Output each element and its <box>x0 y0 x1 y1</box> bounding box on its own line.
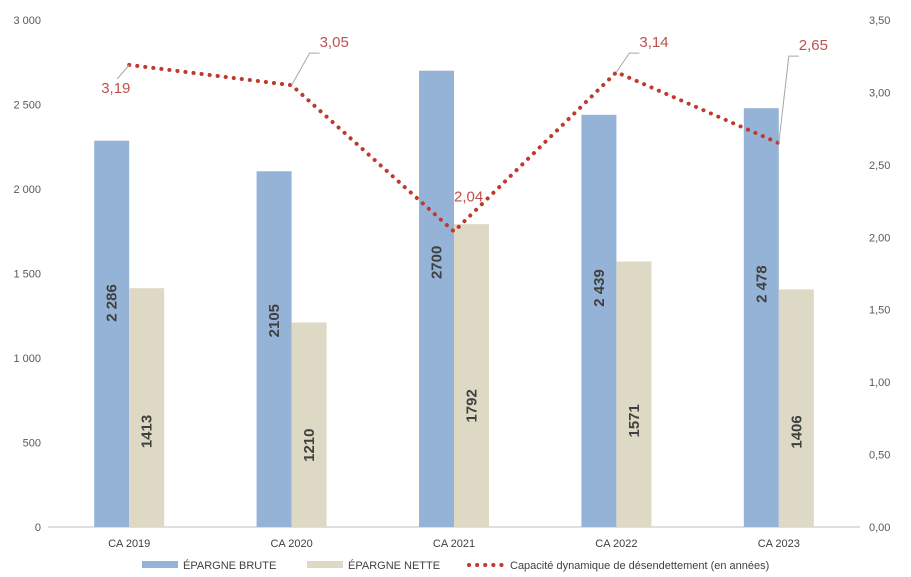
legend-swatch-epargne-brute <box>142 561 178 568</box>
y-left-tick-label: 3 000 <box>13 15 41 27</box>
y-left-tick-label: 1 500 <box>13 269 41 281</box>
bar-value-label: 2700 <box>429 246 446 279</box>
line-value-label: 2,65 <box>799 37 828 54</box>
bar-epargne-brute <box>94 140 130 527</box>
bar-epargne-brute <box>256 171 292 527</box>
line-series <box>127 62 781 235</box>
x-tick-label: CA 2022 <box>595 538 637 550</box>
bars <box>94 70 814 528</box>
x-tick-label: CA 2020 <box>270 538 312 550</box>
y-left-tick-label: 2 500 <box>13 100 41 112</box>
bar-value-label: 2 286 <box>104 284 121 322</box>
leader-line <box>778 55 799 144</box>
leader-line <box>615 52 640 73</box>
data-labels: 2 286 1413 2105 1210 2700 1792 2 439 1571 2 478 1… <box>101 34 828 462</box>
y-right-tick-label: 3,00 <box>869 87 890 99</box>
legend-swatch-epargne-nette <box>307 561 343 568</box>
bar-value-label: 1792 <box>464 389 481 422</box>
y-right-tick-label: 0,50 <box>869 450 890 462</box>
y-right-tick-label: 2,50 <box>869 160 890 172</box>
line-capacite-desendettement <box>127 62 781 235</box>
bar-value-label: 2105 <box>266 304 283 337</box>
y-left-tick-label: 0 <box>35 522 41 534</box>
legend: ÉPARGNE BRUTE ÉPARGNE NETTE Capacité dynam… <box>142 559 769 572</box>
bar-epargne-nette <box>291 322 327 527</box>
legend-label-epargne-brute: ÉPARGNE BRUTE <box>183 559 276 572</box>
bar-value-label: 1571 <box>626 404 643 437</box>
x-tick-label: CA 2023 <box>758 538 800 550</box>
bar-epargne-brute <box>581 114 617 528</box>
bar-epargne-nette <box>454 224 489 528</box>
bar-epargne-nette <box>616 261 652 527</box>
bar-value-label: 1210 <box>301 429 318 462</box>
y-right-tick-label: 0,00 <box>869 522 890 534</box>
x-tick-label: CA 2021 <box>433 538 475 550</box>
line-value-label: 2,04 <box>454 188 483 205</box>
y-left-tick-label: 500 <box>23 438 41 450</box>
legend-label-epargne-nette: ÉPARGNE NETTE <box>348 559 440 572</box>
bar-value-label: 2 478 <box>753 265 770 303</box>
leader-line <box>116 64 130 80</box>
bar-value-label: 1413 <box>139 415 156 448</box>
y-left-tick-label: 2 000 <box>13 184 41 196</box>
leader-line <box>291 52 320 86</box>
bar-value-label: 1406 <box>788 415 805 448</box>
y-left-tick-label: 1 000 <box>13 353 41 365</box>
y-right-tick-label: 2,00 <box>869 232 890 244</box>
y-right-tick-label: 3,50 <box>869 15 890 27</box>
bar-epargne-nette <box>778 289 814 527</box>
line-value-label: 3,19 <box>101 80 130 97</box>
legend-label-capacite: Capacité dynamique de désendettement (en… <box>510 560 769 572</box>
x-tick-label: CA 2019 <box>108 538 150 550</box>
bar-epargne-nette <box>129 288 165 527</box>
y-right-tick-label: 1,00 <box>869 377 890 389</box>
bar-epargne-brute <box>419 70 454 527</box>
bar-value-label: 2 439 <box>591 269 608 307</box>
bar-epargne-brute <box>743 108 779 527</box>
y-right-tick-label: 1,50 <box>869 305 890 317</box>
line-value-label: 3,14 <box>639 34 668 51</box>
line-value-label: 3,05 <box>320 34 349 51</box>
axes: 0 500 1 000 1 500 2 000 2 500 3 000 0,00 0,50 1,0… <box>13 15 890 550</box>
